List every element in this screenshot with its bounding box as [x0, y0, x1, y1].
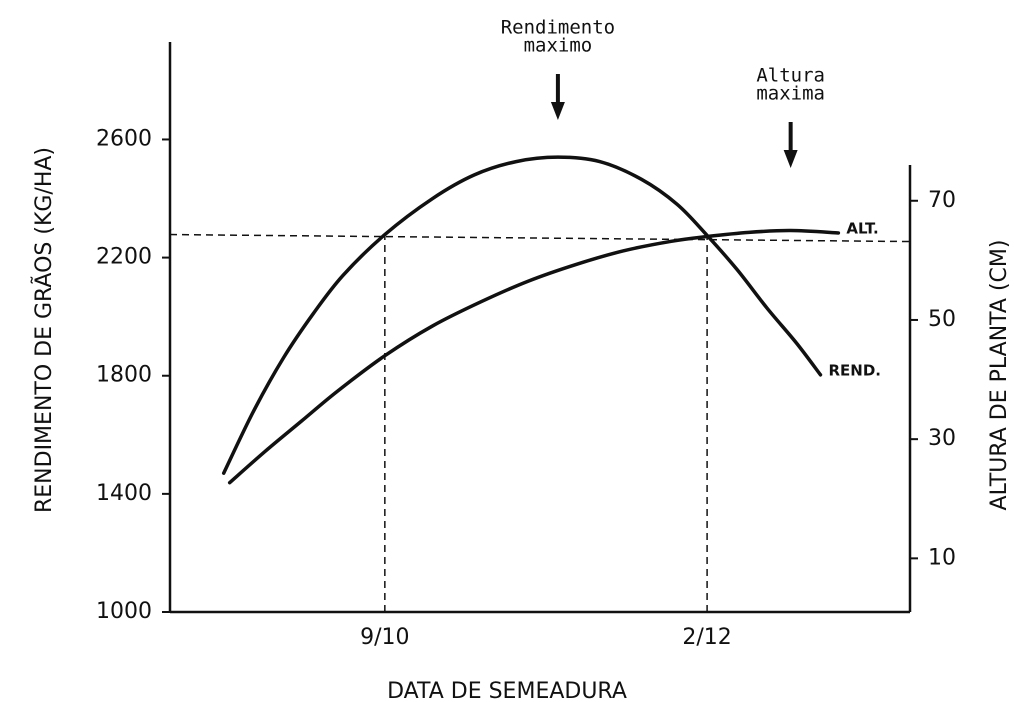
y2-axis-label: ALTURA DE PLANTA (CM) — [987, 240, 1012, 511]
y2-tick-label: 30 — [928, 426, 956, 451]
reference-line — [169, 233, 911, 243]
series-line — [227, 228, 841, 485]
y-axis-label: RENDIMENTO DE GRÃOS (KG/HA) — [30, 147, 57, 513]
y-tick-label: 2200 — [96, 245, 152, 270]
y-tick-label: 1800 — [96, 363, 152, 388]
y-tick-label: 1000 — [96, 599, 152, 624]
annotation-text: maximo — [524, 35, 593, 57]
x-tick-label: 9/10 — [360, 625, 409, 650]
x-tick-label: 2/12 — [682, 625, 731, 650]
annotation-text: maxima — [756, 83, 825, 105]
y2-tick-label: 50 — [928, 307, 956, 332]
y-tick-label: 2600 — [96, 126, 152, 151]
annotation-text: Altura — [756, 65, 825, 87]
annotation-arrow-head — [783, 150, 798, 168]
series-line — [221, 155, 823, 475]
y2-tick-label: 70 — [928, 188, 956, 213]
y2-tick-label: 10 — [928, 545, 956, 570]
annotation-arrow-head — [550, 102, 565, 120]
series-label: REND. — [828, 361, 881, 379]
y-tick-label: 1400 — [96, 481, 152, 506]
series-label: ALT. — [846, 219, 878, 237]
x-axis-label: DATA DE SEMEADURA — [387, 679, 627, 702]
annotation-text: Rendimento — [501, 17, 615, 39]
